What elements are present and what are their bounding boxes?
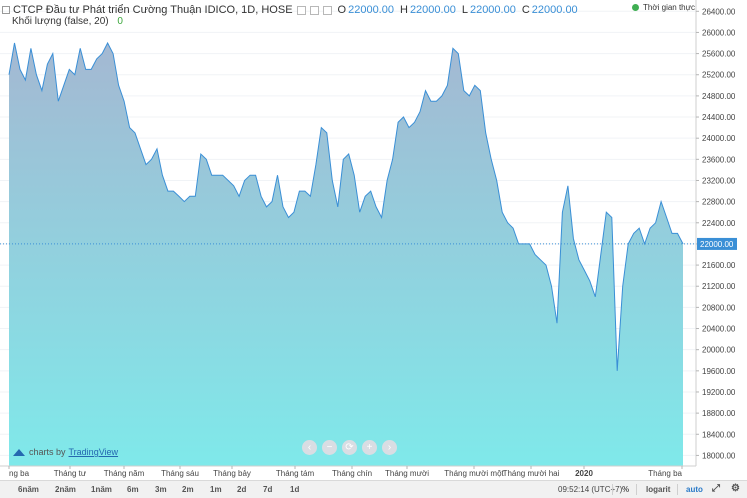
divider [677,484,678,495]
price-axis[interactable]: 26400.00 26000.00 25600.00 25200.00 24800.00… [696,7,737,460]
current-price-label: 22000.00 [700,240,734,249]
timeframe-2d[interactable]: 2d [237,485,247,494]
volume-value: 0 [117,16,123,27]
timeframe-1m[interactable]: 1m [210,485,222,494]
fullscreen-icon[interactable]: ⤢ [712,483,720,494]
price-tick-label: 22800.00 [702,198,736,207]
timeframe-7d[interactable]: 7d [263,485,273,494]
time-tick-label: 2020 [575,469,593,478]
low-label: L [461,4,468,16]
timeframe-6m[interactable]: 6m [127,485,139,494]
time-tick-label: Tháng tám [276,469,315,478]
timeframe-3m[interactable]: 3m [155,485,167,494]
price-tick-label: 18000.00 [702,451,736,460]
volume-legend[interactable]: Khối lượng (false, 20) 0 [12,16,123,27]
current-price-badge [697,237,737,250]
time-tick-label: Tháng tư [54,469,87,478]
watermark-prefix: charts by [29,447,66,457]
percent-toggle[interactable]: % [622,485,630,494]
price-tick-label: 24400.00 [702,113,736,122]
scroll-right-button[interactable]: › [382,440,397,455]
symbol-legend: CTCP Đầu tư Phát triển Cường Thuận IDICO… [0,3,578,17]
price-tick-label: 19200.00 [702,388,736,397]
divider [636,484,637,495]
time-axis[interactable]: ng ba Tháng tư Tháng năm Tháng sáu Tháng bảy… [8,466,683,478]
high-label: H [399,4,408,16]
price-area [9,43,683,466]
auto-scale-toggle[interactable]: auto [686,485,703,494]
timeframe-2m[interactable]: 2m [182,485,194,494]
time-tick-label: Tháng chín [332,469,372,478]
realtime-indicator: Thời gian thực [632,3,695,12]
price-tick-label: 21200.00 [702,282,736,291]
close-value: 22000.00 [531,4,578,16]
price-line [8,41,684,371]
collapse-legend-icon[interactable] [2,6,10,14]
price-tick-label: 25600.00 [702,50,736,59]
close-label: C [521,4,530,16]
settings-gear-icon[interactable]: ⚙ [731,483,740,494]
open-value: 22000.00 [348,4,394,16]
price-tick-label: 26400.00 [702,7,736,16]
timeframe-1d[interactable]: 1d [290,485,300,494]
volume-label: Khối lượng (false, 20) [12,16,109,27]
time-tick-label: Tháng mười [385,469,429,478]
price-tick-label: 24000.00 [702,134,736,143]
timeframe-6nam[interactable]: 6năm [18,485,39,494]
price-tick-label: 22400.00 [702,219,736,228]
time-tick-label: Tháng mười hai [503,469,560,478]
price-tick-label: 24800.00 [702,92,736,101]
price-tick-label: 23200.00 [702,176,736,185]
time-tick-label: ng ba [9,469,30,478]
price-tick-label: 23600.00 [702,155,736,164]
timeframe-2nam[interactable]: 2năm [55,485,76,494]
tradingview-logo-icon [13,448,25,456]
open-label: O [337,4,347,16]
price-tick-label: 20000.00 [702,346,736,355]
time-tick-label: Tháng năm [104,469,145,478]
price-axis-background [696,0,747,466]
high-value: 22000.00 [409,4,456,16]
tradingview-link[interactable]: TradingView [68,447,119,457]
tradingview-watermark[interactable]: charts by TradingView [13,447,118,457]
scroll-left-button[interactable]: ‹ [302,440,317,455]
price-tick-label: 20800.00 [702,303,736,312]
symbol-title[interactable]: CTCP Đầu tư Phát triển Cường Thuận IDICO… [13,4,293,16]
realtime-label: Thời gian thực [643,3,695,12]
bottom-toolbar: 6năm 2năm 1năm 6m 3m 2m 1m 2d 7d 1d 09:5… [0,480,747,498]
price-tick-label: 19600.00 [702,367,736,376]
price-tick-label: 18800.00 [702,409,736,418]
zoom-out-button[interactable]: − [322,440,337,455]
zoom-in-button[interactable]: + [362,440,377,455]
time-tick-label: Tháng bảy [213,469,251,478]
price-tick-label: 25200.00 [702,71,736,80]
clock-timezone[interactable]: 09:52:14 (UTC+7) [558,485,623,494]
time-tick-label: Tháng sáu [161,469,199,478]
divider [612,484,613,495]
low-value: 22000.00 [469,4,516,16]
hide-series-icon[interactable] [296,5,306,15]
price-tick-label: 21600.00 [702,261,736,270]
remove-series-icon[interactable] [322,5,332,15]
time-tick-label: Tháng mười một [444,469,504,478]
price-tick-label: 18400.00 [702,430,736,439]
timeframe-1nam[interactable]: 1năm [91,485,112,494]
price-tick-label: 26000.00 [702,28,736,37]
settings-icon[interactable] [309,5,319,15]
reset-button[interactable]: ⟳ [342,440,357,455]
log-scale-toggle[interactable]: logarit [646,485,671,494]
time-tick-label: Tháng ba [648,469,682,478]
price-tick-label: 20400.00 [702,325,736,334]
realtime-dot-icon [632,4,640,11]
